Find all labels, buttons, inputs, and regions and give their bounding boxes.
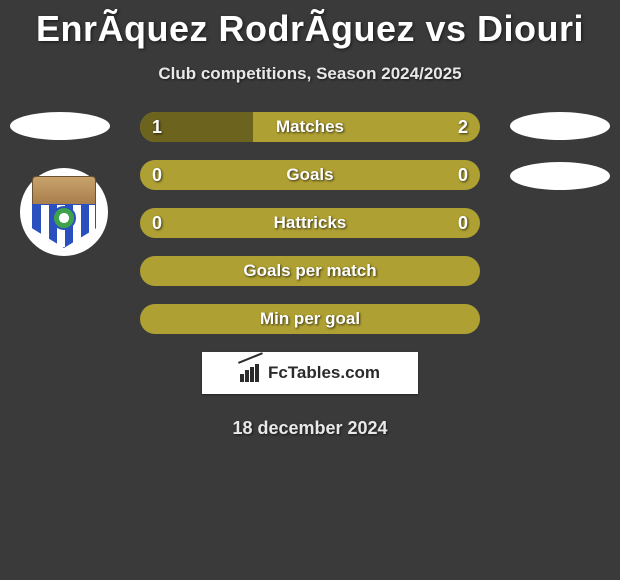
stat-row: Goals0 0	[140, 160, 480, 190]
stat-bar: Min per goal	[140, 304, 480, 334]
bar-chart-icon	[240, 364, 262, 382]
stat-label: Min per goal	[140, 304, 480, 334]
player-right-placeholder-2	[510, 162, 610, 190]
date-text: 18 december 2024	[0, 418, 620, 439]
stat-label: Matches	[140, 112, 480, 142]
brand-text: FcTables.com	[268, 363, 380, 383]
stat-value-left: 1	[152, 112, 162, 142]
stat-bar: Goals per match	[140, 256, 480, 286]
comparison-panel: Matches12Goals00Hattricks00Goals per mat…	[0, 112, 620, 334]
stat-row: Matches1 2	[140, 112, 480, 142]
stat-row: Min per goal	[140, 304, 480, 334]
club-badge-left	[20, 168, 108, 256]
page-title: EnrÃ­quez RodrÃ­guez vs Diouri	[0, 0, 620, 50]
stat-label: Goals per match	[140, 256, 480, 286]
stat-bar: Goals0 0	[140, 160, 480, 190]
stat-bar: Hattricks0 0	[140, 208, 480, 238]
stat-row: Goals per match	[140, 256, 480, 286]
player-right-placeholder-1	[510, 112, 610, 140]
subtitle: Club competitions, Season 2024/2025	[0, 64, 620, 84]
stat-value-left: 0	[152, 160, 162, 190]
stat-label: Hattricks	[140, 208, 480, 238]
club-shield-icon	[32, 176, 96, 248]
stat-bars: Matches12Goals00Hattricks00Goals per mat…	[140, 112, 480, 334]
stat-bar: Matches1 2	[140, 112, 480, 142]
brand-box[interactable]: FcTables.com	[202, 352, 418, 394]
player-left-placeholder	[10, 112, 110, 140]
stat-row: Hattricks0 0	[140, 208, 480, 238]
stat-value-left: 0	[152, 208, 162, 238]
stat-value-right: 0	[458, 208, 468, 238]
stat-value-right: 2	[458, 112, 468, 142]
stat-value-right: 0	[458, 160, 468, 190]
stat-label: Goals	[140, 160, 480, 190]
